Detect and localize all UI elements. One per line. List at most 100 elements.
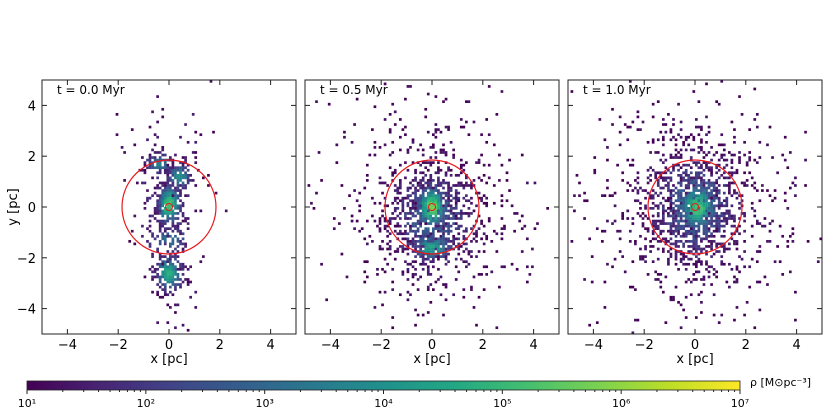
density-cell bbox=[325, 298, 329, 302]
density-cell bbox=[444, 173, 448, 177]
density-cell bbox=[442, 151, 445, 154]
density-cell bbox=[176, 224, 180, 228]
density-cell bbox=[169, 209, 172, 213]
density-cell bbox=[684, 295, 688, 299]
density-cell bbox=[689, 199, 693, 203]
density-cell bbox=[174, 270, 177, 274]
density-cell bbox=[419, 196, 422, 200]
density-cell bbox=[465, 100, 468, 104]
density-cell bbox=[184, 245, 187, 248]
density-cell bbox=[682, 209, 685, 213]
density-cell bbox=[174, 173, 177, 177]
density-cell bbox=[151, 214, 154, 218]
density-cell bbox=[383, 270, 387, 274]
density-cell bbox=[651, 260, 655, 264]
density-cell bbox=[439, 250, 443, 253]
density-cell bbox=[707, 166, 711, 170]
density-cell bbox=[383, 118, 387, 121]
density-cell bbox=[414, 234, 417, 238]
density-cell bbox=[151, 110, 154, 114]
density-cell bbox=[595, 227, 599, 231]
density-cell bbox=[730, 181, 734, 185]
density-cell bbox=[735, 278, 739, 281]
density-cell bbox=[386, 234, 389, 238]
density-cell bbox=[163, 181, 167, 185]
density-cell bbox=[669, 171, 673, 175]
density-cell bbox=[695, 204, 698, 208]
density-cell bbox=[163, 242, 167, 246]
density-cell bbox=[573, 194, 576, 197]
density-cell bbox=[697, 207, 701, 210]
density-cell bbox=[315, 191, 318, 195]
density-cell bbox=[457, 247, 461, 251]
density-cell bbox=[432, 227, 435, 231]
density-cell bbox=[158, 161, 162, 164]
density-cell bbox=[593, 168, 597, 172]
density-cell bbox=[345, 275, 349, 279]
density-cell bbox=[174, 255, 177, 258]
density-cell bbox=[697, 227, 701, 231]
density-cell bbox=[343, 130, 346, 134]
density-cell bbox=[393, 250, 397, 253]
density-cell bbox=[715, 227, 719, 231]
density-cell bbox=[169, 227, 172, 231]
density-cell bbox=[419, 204, 422, 208]
density-cell bbox=[163, 234, 167, 238]
density-cell bbox=[710, 194, 713, 197]
density-cell bbox=[442, 283, 445, 286]
density-cell bbox=[674, 191, 678, 195]
density-cell bbox=[750, 257, 754, 261]
density-cell bbox=[692, 181, 696, 185]
density-cell bbox=[388, 153, 392, 157]
density-cell bbox=[743, 250, 746, 253]
density-cell bbox=[702, 189, 706, 192]
density-cell bbox=[598, 118, 602, 121]
density-cell bbox=[449, 173, 453, 177]
density-cell bbox=[505, 179, 509, 182]
density-cell bbox=[689, 212, 693, 215]
density-cell bbox=[677, 214, 680, 218]
density-cell bbox=[758, 156, 762, 159]
density-cell bbox=[444, 242, 448, 246]
density-cell bbox=[181, 265, 185, 269]
density-cell bbox=[421, 148, 425, 152]
density-cell bbox=[176, 227, 180, 231]
density-cell bbox=[672, 189, 675, 192]
density-cell bbox=[171, 173, 175, 177]
density-cell bbox=[639, 214, 642, 218]
density-cell bbox=[656, 151, 660, 154]
density-cell bbox=[695, 237, 698, 241]
density-cell bbox=[697, 194, 701, 197]
density-cell bbox=[487, 163, 491, 167]
density-cell bbox=[470, 201, 473, 205]
density-cell bbox=[169, 278, 172, 281]
density-cell bbox=[414, 273, 417, 276]
density-cell bbox=[153, 186, 157, 190]
density-cell bbox=[148, 125, 152, 129]
density-cell bbox=[753, 326, 757, 330]
time-annotation: t = 0.5 Myr bbox=[320, 83, 388, 97]
density-cell bbox=[404, 161, 407, 164]
density-cell bbox=[429, 196, 433, 200]
density-cell bbox=[434, 245, 438, 248]
density-cell bbox=[174, 278, 177, 281]
density-cell bbox=[434, 227, 438, 231]
density-cell bbox=[705, 115, 708, 119]
density-cell bbox=[702, 184, 706, 187]
density-cell bbox=[432, 245, 435, 248]
density-cell bbox=[750, 176, 754, 180]
density-cell bbox=[654, 204, 658, 208]
density-cell bbox=[669, 194, 673, 197]
y-tick-label: −4 bbox=[17, 303, 36, 318]
x-tick-label: −4 bbox=[321, 338, 340, 353]
density-cell bbox=[411, 140, 415, 144]
density-cell bbox=[442, 232, 445, 236]
density-cell bbox=[695, 161, 698, 164]
density-cell bbox=[442, 148, 445, 152]
density-cell bbox=[679, 135, 683, 139]
density-cell bbox=[393, 168, 397, 172]
density-cell bbox=[480, 199, 483, 203]
density-cell bbox=[750, 224, 754, 228]
density-cell bbox=[669, 189, 673, 192]
density-cell bbox=[472, 306, 476, 309]
